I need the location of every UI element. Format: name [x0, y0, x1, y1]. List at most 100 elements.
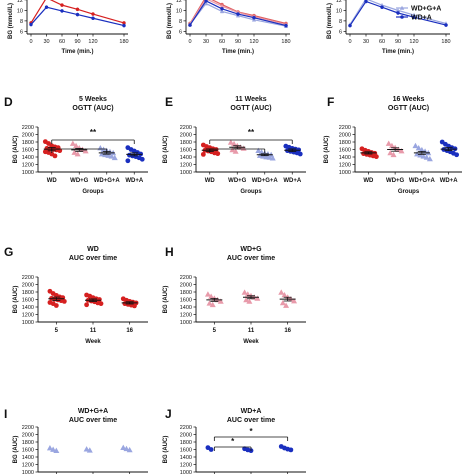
panel-title: WD+G+A	[78, 408, 108, 415]
x-tick-label: WD	[47, 178, 58, 184]
data-point	[208, 293, 215, 299]
panel-title: AUC over time	[227, 255, 275, 262]
significance-label: *	[231, 437, 235, 446]
series-line-2	[189, 0, 287, 26]
y-tick-label: 1000	[22, 170, 34, 176]
data-point	[269, 155, 276, 161]
panel-title: OGTT (AUC)	[388, 105, 429, 112]
panel-title: 5 Weeks	[79, 96, 107, 103]
data-point	[75, 12, 80, 17]
panel-title: WD+G	[240, 246, 262, 253]
x-tick-label: WD+G	[70, 178, 89, 184]
series-line-2	[349, 0, 447, 26]
y-tick-label: 1400	[22, 455, 34, 461]
data-point	[122, 21, 126, 25]
data-point	[200, 151, 206, 157]
x-tick-label: 120	[249, 39, 258, 45]
x-axis-label: Week	[85, 339, 101, 345]
x-tick-label: WD+A	[283, 178, 302, 184]
x-tick-label: 11	[248, 328, 255, 334]
data-point	[206, 300, 213, 306]
y-tick-label: 1600	[22, 298, 34, 304]
panel-label: G	[4, 245, 13, 259]
x-axis-label: Groups	[82, 189, 104, 195]
y-tick-label: 6	[179, 29, 182, 35]
x-tick-label: 120	[409, 39, 418, 45]
y-tick-label: 12	[336, 0, 342, 4]
y-tick-label: 2000	[22, 433, 34, 439]
data-point	[188, 23, 192, 27]
y-tick-label: 1800	[22, 440, 34, 446]
y-tick-label: 2200	[22, 425, 34, 431]
data-point	[232, 148, 239, 154]
y-tick-label: 1000	[180, 320, 192, 326]
y-tick-label: 1600	[180, 448, 192, 454]
y-axis-label: BG (AUC)	[324, 136, 330, 164]
data-point	[373, 154, 379, 160]
y-tick-label: 1000	[180, 470, 192, 474]
data-point	[420, 153, 427, 159]
data-point	[108, 153, 115, 159]
data-point	[60, 3, 64, 7]
data-point	[288, 447, 294, 453]
data-point	[387, 149, 394, 156]
y-tick-label: 10	[176, 8, 182, 14]
y-axis-label: BG (AUC)	[163, 436, 169, 464]
data-point	[388, 142, 395, 149]
data-point	[46, 445, 53, 451]
y-tick-label: 2000	[180, 433, 192, 439]
y-tick-label: 1600	[180, 148, 192, 154]
y-tick-label: 1400	[22, 155, 34, 161]
y-tick-label: 1600	[22, 448, 34, 454]
x-axis-label: Groups	[240, 189, 262, 195]
data-point	[229, 146, 236, 153]
data-point	[29, 22, 33, 27]
data-point	[132, 303, 137, 309]
y-tick-label: 2200	[180, 125, 192, 131]
panel-label: H	[165, 245, 174, 259]
x-tick-label: 0	[188, 39, 191, 45]
y-tick-label: 1400	[180, 155, 192, 161]
y-tick-label: 1800	[339, 140, 351, 146]
x-axis-label: Time (min.)	[62, 49, 94, 55]
data-point	[53, 303, 59, 308]
series-line-1	[349, 0, 447, 25]
data-point	[111, 154, 118, 161]
y-tick-label: 8	[20, 19, 23, 25]
data-point	[236, 12, 240, 16]
significance-label: *	[249, 427, 253, 436]
y-tick-label: 1400	[339, 155, 351, 161]
x-tick-label: WD+G	[386, 178, 405, 184]
data-point	[44, 5, 49, 9]
data-point	[73, 142, 80, 149]
data-point	[75, 7, 80, 12]
panel-title: WD	[87, 246, 99, 253]
data-point	[120, 444, 127, 451]
data-point	[74, 151, 81, 157]
y-tick-label: 2200	[22, 275, 34, 281]
y-tick-label: 1200	[180, 163, 192, 169]
x-tick-label: WD	[205, 178, 216, 184]
data-point	[444, 23, 448, 27]
x-tick-label: 180	[281, 39, 290, 45]
significance-label: **	[90, 128, 97, 137]
legend-marker	[399, 5, 405, 10]
x-tick-label: 120	[88, 39, 97, 45]
data-point	[380, 5, 384, 9]
data-point	[278, 289, 285, 295]
data-point	[417, 152, 424, 158]
y-axis-label: BG (AUC)	[13, 436, 19, 464]
x-tick-label: 5	[55, 328, 59, 334]
y-tick-label: 1800	[180, 140, 192, 146]
panel-title: AUC over time	[227, 417, 275, 424]
x-tick-label: 5	[213, 328, 217, 334]
y-tick-label: 1200	[22, 163, 34, 169]
y-axis-label: BG (AUC)	[163, 136, 169, 164]
data-point	[86, 447, 93, 453]
